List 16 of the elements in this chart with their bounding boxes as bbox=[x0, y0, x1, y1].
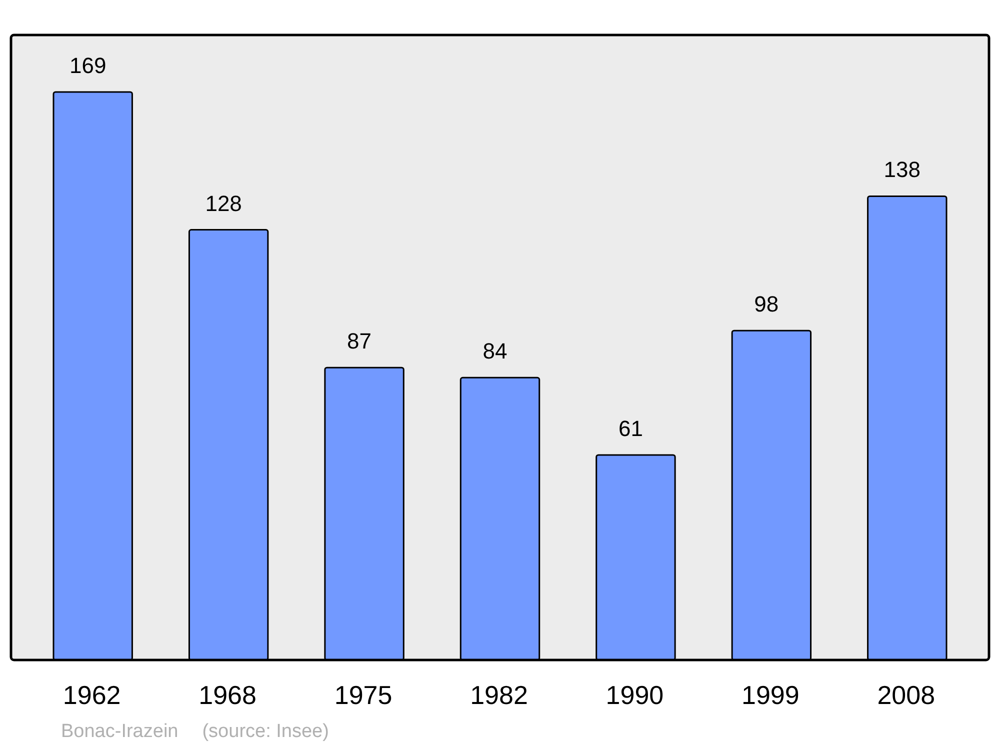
data-label: 138 bbox=[884, 157, 920, 182]
text: (source: Insee) bbox=[202, 721, 329, 742]
data-label: 128 bbox=[205, 190, 242, 216]
data-label: 84 bbox=[482, 338, 508, 364]
x-tick-label: 1968 bbox=[198, 680, 256, 710]
data-label: 87 bbox=[347, 328, 372, 354]
x-tick-label: 2008 bbox=[877, 680, 936, 710]
x-tick-label: 1990 bbox=[606, 680, 664, 710]
x-tick-label: 1975 bbox=[334, 680, 392, 710]
text: Bonac-Irazein bbox=[61, 721, 178, 742]
data-label: 61 bbox=[618, 416, 643, 441]
data-label: 169 bbox=[70, 53, 106, 78]
x-tick-label: 1982 bbox=[470, 680, 528, 710]
data-label: 98 bbox=[754, 292, 779, 317]
x-tick-label: 1999 bbox=[742, 680, 800, 710]
x-tick-label: 1962 bbox=[62, 680, 121, 710]
